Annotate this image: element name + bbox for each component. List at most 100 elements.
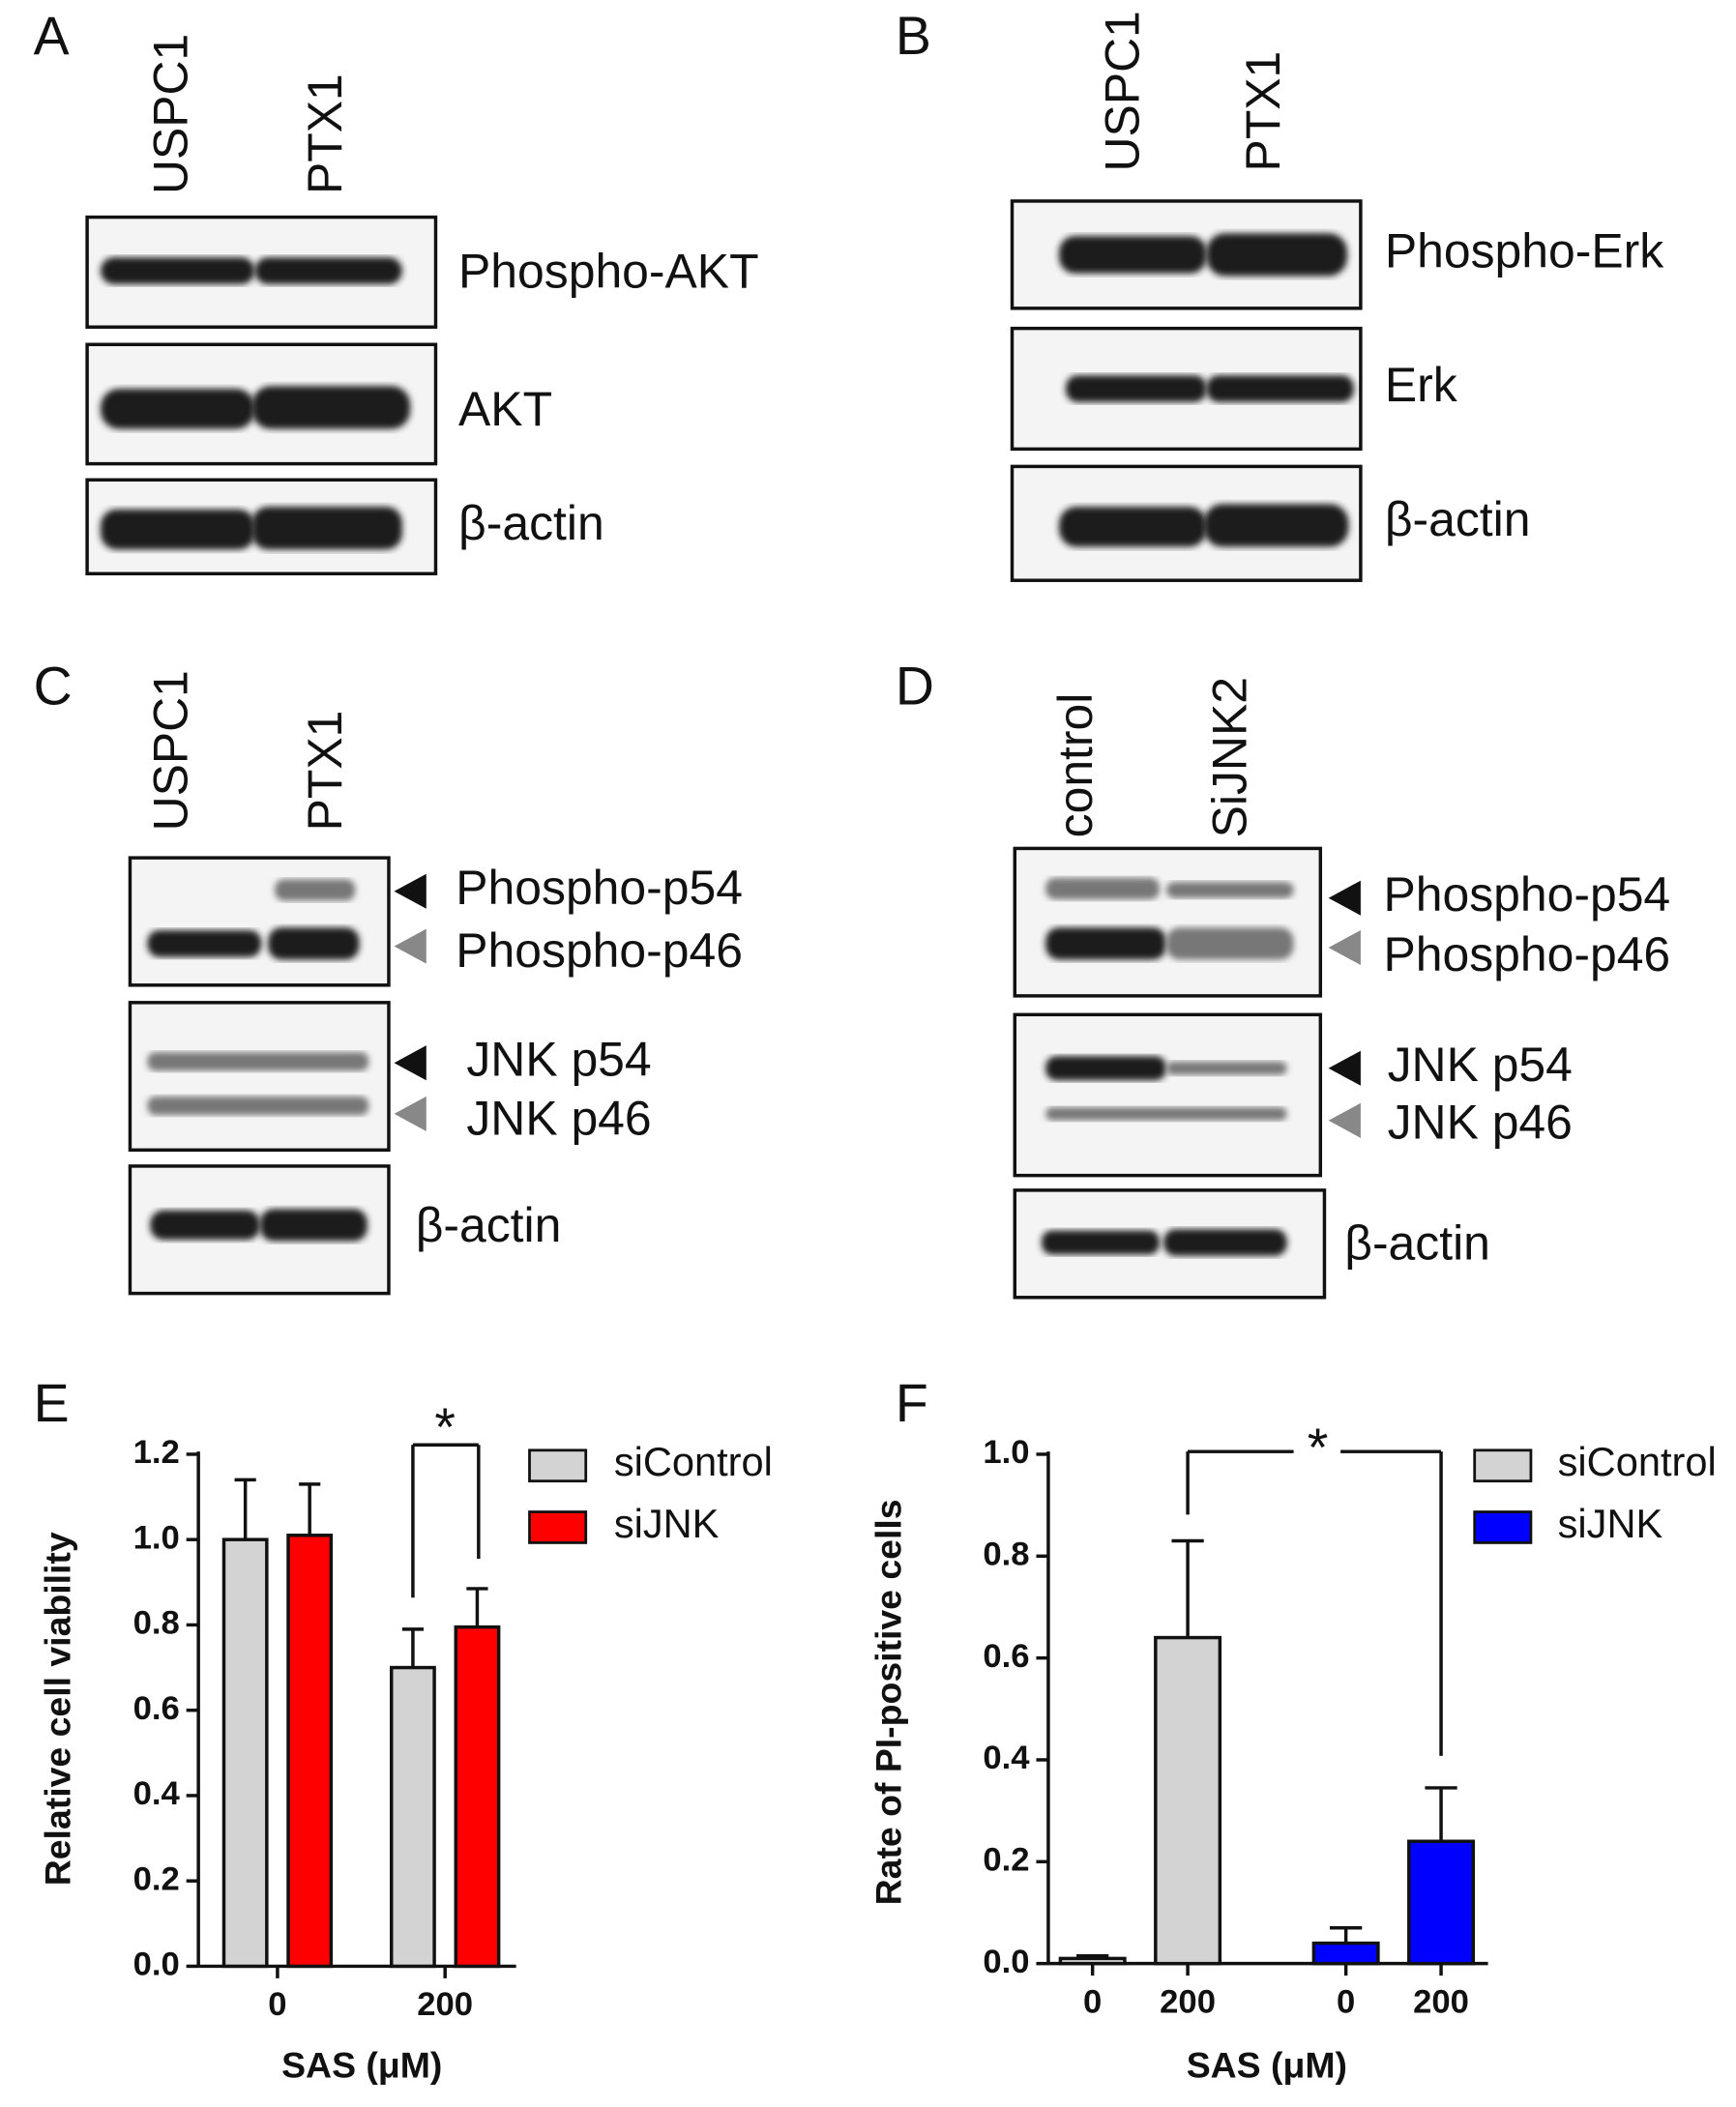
- band: [1059, 506, 1207, 547]
- band: [1045, 1106, 1287, 1121]
- x-tick-label: 200: [1413, 1983, 1469, 2020]
- band: [1045, 927, 1166, 960]
- y-tick-label: 0.8: [983, 1536, 1029, 1572]
- arrow: [394, 873, 427, 909]
- bar: [221, 1537, 269, 1969]
- legend-label: siControl: [1558, 1439, 1717, 1484]
- lane-label: PTX1: [298, 711, 352, 832]
- band-label: β-actin: [416, 1198, 562, 1252]
- blot-box: [1013, 1012, 1323, 1178]
- blot-box: [128, 856, 391, 987]
- significance-label: *: [434, 1397, 456, 1457]
- y-tick-label: 0.0: [133, 1946, 180, 1983]
- panel-letter: A: [34, 6, 70, 66]
- blots: [85, 199, 1363, 1300]
- bar: [286, 1534, 334, 1969]
- band-label: Phospho-AKT: [458, 244, 759, 298]
- bar: [390, 1665, 436, 1969]
- blot-box: [128, 1001, 391, 1153]
- band-label: JNK p46: [466, 1091, 651, 1145]
- lane-label: control: [1048, 693, 1103, 838]
- y-tick-label: 0.2: [133, 1860, 180, 1897]
- y-tick-label: 0.6: [133, 1690, 180, 1727]
- panel-letter: C: [34, 657, 73, 717]
- band-label: β-actin: [1344, 1215, 1490, 1270]
- y-tick-label: 1.0: [133, 1519, 180, 1556]
- arrow: [1328, 1050, 1361, 1086]
- x-axis-title: SAS (μM): [281, 2045, 442, 2086]
- band: [268, 927, 360, 960]
- band: [147, 1052, 369, 1071]
- band-label: Phospho-p46: [1383, 927, 1670, 981]
- y-tick-label: 0.2: [983, 1841, 1029, 1878]
- lane-label: SiJNK2: [1202, 677, 1256, 837]
- blot-box: [1013, 846, 1323, 998]
- band: [150, 1210, 260, 1241]
- band: [1165, 927, 1294, 960]
- band-label: JNK p46: [1388, 1096, 1573, 1150]
- y-tick-label: 0.4: [133, 1775, 181, 1812]
- band-label: Phospho-Erk: [1385, 224, 1664, 278]
- band-label: JNK p54: [1388, 1038, 1573, 1092]
- x-tick-label: 200: [1160, 1983, 1216, 2020]
- band: [1165, 1061, 1287, 1075]
- y-tick-label: 1.2: [133, 1434, 180, 1471]
- band: [100, 257, 255, 284]
- arrow: [1328, 880, 1361, 916]
- legend-swatch: [528, 1510, 588, 1544]
- band: [259, 1209, 368, 1242]
- band-label: Phospho-p46: [456, 923, 743, 978]
- band-label: JNK p54: [466, 1032, 651, 1086]
- legend-swatch: [1473, 1449, 1533, 1483]
- y-tick-label: 1.0: [983, 1434, 1029, 1471]
- band: [1045, 877, 1160, 900]
- band: [147, 929, 262, 957]
- band: [1059, 235, 1207, 274]
- band-label: β-actin: [458, 496, 604, 550]
- band-label: Phospho-p54: [456, 861, 743, 915]
- arrow: [394, 1045, 427, 1081]
- legend-label: siJNK: [614, 1501, 720, 1546]
- band: [1206, 233, 1348, 277]
- lane-label: PTX1: [1236, 51, 1290, 172]
- band: [147, 1096, 369, 1116]
- significance-label: *: [1308, 1418, 1329, 1478]
- legend-swatch: [528, 1449, 588, 1483]
- bar: [1058, 1956, 1127, 1966]
- bar: [1154, 1635, 1222, 1966]
- bar: [1311, 1941, 1380, 1966]
- lane-label: USPC1: [143, 34, 197, 194]
- legend-swatch: [1473, 1510, 1533, 1544]
- panel-letter: F: [896, 1373, 928, 1433]
- x-tick-label: 0: [1337, 1983, 1355, 2020]
- band: [251, 386, 411, 429]
- x-tick-label: 0: [268, 1986, 286, 2023]
- band-label: AKT: [458, 382, 552, 436]
- band: [275, 879, 356, 901]
- band: [1065, 375, 1207, 402]
- band-label: Phospho-p54: [1383, 867, 1670, 922]
- panel-letter: D: [896, 657, 934, 717]
- bar: [454, 1624, 501, 1969]
- arrow: [1328, 1102, 1361, 1138]
- band: [1045, 1056, 1166, 1081]
- band-label: Erk: [1385, 358, 1458, 412]
- band: [1203, 504, 1349, 547]
- y-axis-title: Rate of PI-positive cells: [868, 1499, 909, 1905]
- band: [1206, 375, 1354, 402]
- y-tick-label: 0.8: [133, 1605, 180, 1642]
- legend-label: siControl: [614, 1439, 773, 1484]
- band: [254, 257, 402, 284]
- x-axis-title: SAS (μM): [1187, 2045, 1347, 2086]
- legend-label: siJNK: [1558, 1501, 1663, 1546]
- panel-letter: B: [896, 6, 931, 66]
- y-tick-label: 0.0: [983, 1944, 1029, 1980]
- arrow: [394, 928, 427, 964]
- arrow: [394, 1096, 427, 1131]
- x-tick-label: 0: [1083, 1983, 1102, 2020]
- bar: [1407, 1839, 1476, 1966]
- band: [100, 509, 255, 550]
- lane-label: USPC1: [1095, 11, 1149, 171]
- band: [251, 506, 402, 550]
